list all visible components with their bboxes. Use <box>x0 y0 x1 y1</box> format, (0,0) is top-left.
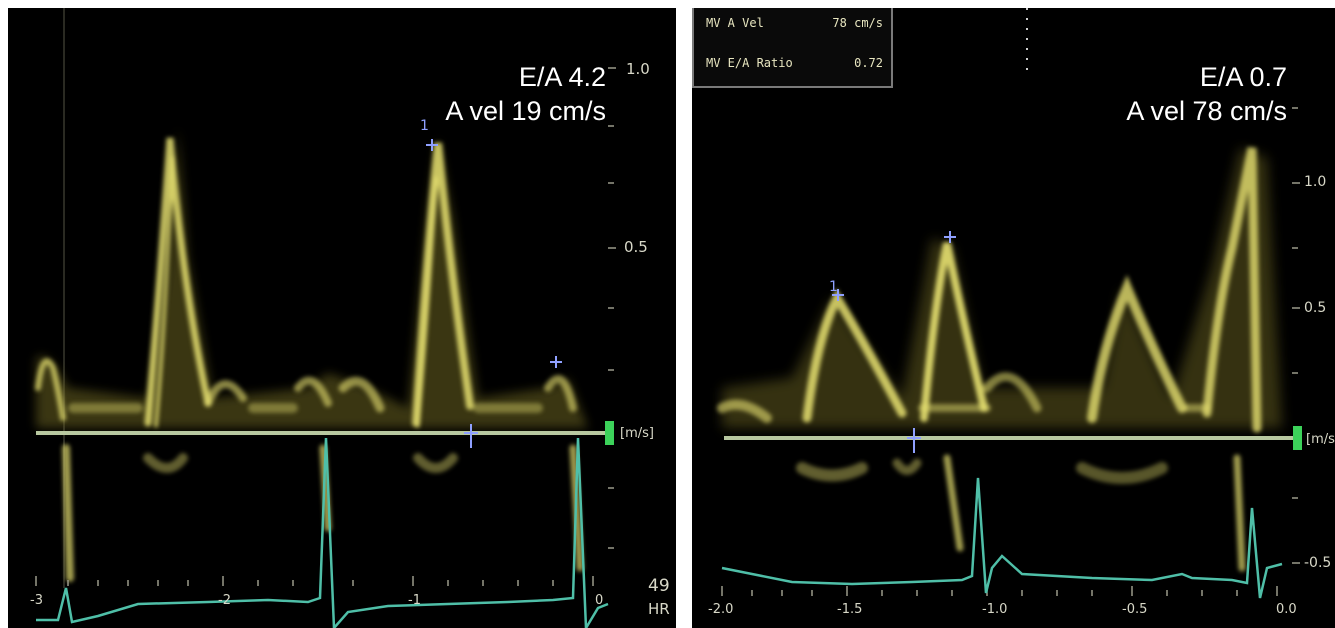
time-mark: 0 <box>595 593 604 608</box>
infobox-label: MV A Vel <box>706 16 764 30</box>
svg-text:1: 1 <box>829 279 838 295</box>
time-mark: -3 <box>30 593 43 608</box>
doppler-panel-right: 1 MV A Vel 78 cm/s <box>692 8 1335 628</box>
doppler-trace-left: 1 <box>35 8 616 628</box>
infobox-row: MV E/A Ratio 0.72 <box>706 56 883 70</box>
scale-unit-label: [m/s] <box>1306 432 1335 447</box>
right-annotation: E/A 0.7 A vel 78 cm/s <box>1126 60 1287 128</box>
measurement-markers <box>426 139 562 448</box>
scale-label-neg-0-5: -0.5 <box>1304 555 1332 571</box>
time-axis-label: -1.0 <box>982 602 1008 617</box>
time-axis-label: -1.5 <box>837 602 863 617</box>
svg-text:1: 1 <box>420 118 429 134</box>
measurement-infobox: MV A Vel 78 cm/s MV E/A Ratio 0.72 <box>692 8 893 88</box>
a-velocity-label: A vel 78 cm/s <box>1126 96 1287 126</box>
scale-zero-marker <box>1293 426 1302 450</box>
time-ticks <box>721 586 1278 596</box>
time-axis-label: 0.0 <box>1276 602 1297 617</box>
scale-label-1-0: 1.0 <box>626 60 650 78</box>
measurement-markers <box>832 231 956 453</box>
ea-ratio-label: E/A 4.2 <box>518 62 606 92</box>
infobox-value: 0.72 <box>854 56 883 70</box>
velocity-scale <box>608 67 616 549</box>
a-velocity-label: A vel 19 cm/s <box>445 96 606 126</box>
scale-zero-marker <box>605 421 614 445</box>
infobox-value: 78 cm/s <box>832 16 883 30</box>
infobox-row: MV A Vel 78 cm/s <box>706 16 883 30</box>
left-annotation: E/A 4.2 A vel 19 cm/s <box>445 60 606 128</box>
ecg-trace <box>721 477 1283 599</box>
ea-ratio-label: E/A 0.7 <box>1199 62 1287 92</box>
scale-label-1-0: 1.0 <box>1304 174 1327 190</box>
infobox-label: MV E/A Ratio <box>706 56 793 70</box>
heart-rate-label: HR <box>648 600 670 618</box>
time-axis-label: -2.0 <box>708 602 734 617</box>
scale-label-0-5: 0.5 <box>1304 300 1327 316</box>
time-mark: -2 <box>218 593 231 608</box>
heart-rate-value: 49 <box>648 576 670 596</box>
scale-unit-label: [m/s] <box>620 426 654 441</box>
doppler-trace-right: 1 <box>717 8 1302 599</box>
time-axis-label: -0.5 <box>1122 602 1148 617</box>
scale-label-0-5: 0.5 <box>624 238 648 256</box>
doppler-panel-left: 1 E/A 4.2 A vel 19 cm/s 1.0 <box>8 8 676 628</box>
time-ticks <box>35 576 594 586</box>
velocity-scale <box>1292 107 1300 564</box>
ecg-trace <box>36 437 609 628</box>
time-mark: -1 <box>408 593 421 608</box>
